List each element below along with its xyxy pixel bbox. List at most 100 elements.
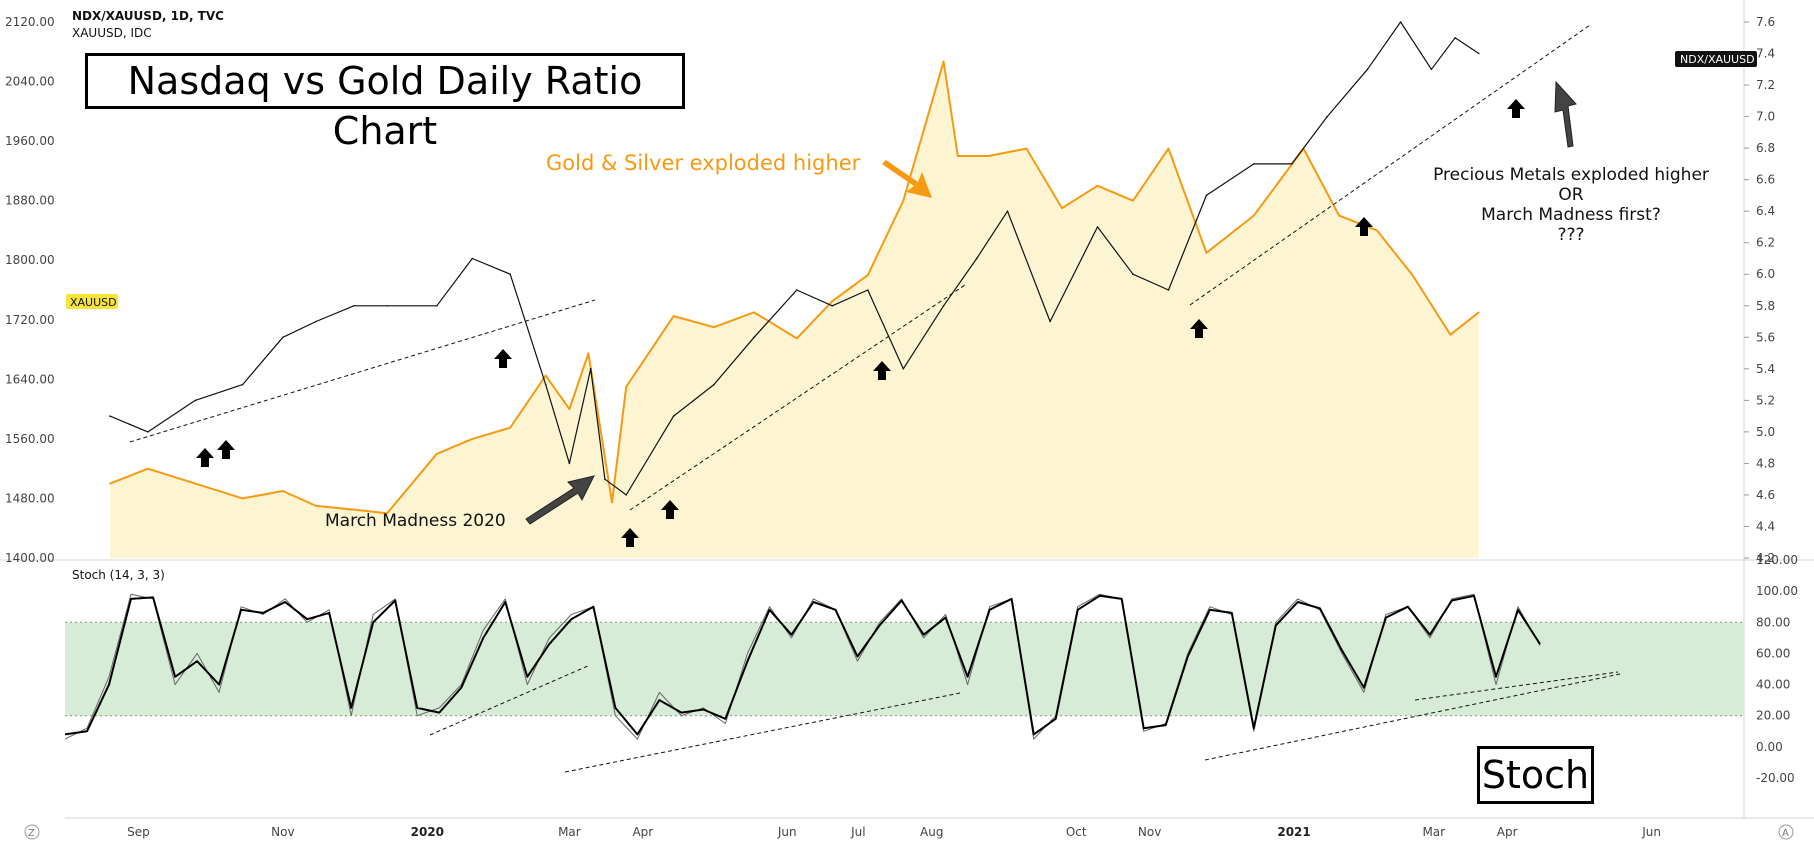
ndx-tag-bg — [1675, 51, 1757, 67]
y-right-tick-label: 5.2 — [1756, 393, 1775, 407]
data-point — [436, 305, 438, 307]
data-point — [625, 494, 627, 496]
data-point — [1290, 163, 1293, 165]
x-tick-label: Apr — [1497, 825, 1518, 839]
data-point — [1430, 68, 1433, 71]
up-arrow-icon — [621, 528, 639, 547]
signal-arrows — [196, 99, 1525, 547]
svg-text:A: A — [1782, 828, 1789, 839]
data-point — [568, 462, 571, 465]
data-point — [1449, 333, 1452, 336]
auto-scale-icon[interactable]: A — [1778, 824, 1794, 840]
data-point — [867, 274, 869, 276]
y-right-tick-label: 6.4 — [1756, 204, 1775, 218]
annotation-pm-line-1: Precious Metals exploded higher — [1433, 165, 1709, 185]
y-right-tick-label: 6.0 — [1756, 267, 1775, 281]
data-point — [604, 478, 606, 481]
data-point — [796, 289, 798, 291]
y-right-tick-label: 7.6 — [1756, 15, 1775, 29]
data-point — [282, 490, 284, 492]
data-point — [509, 273, 512, 276]
data-point — [1096, 226, 1099, 228]
y-right-tick-label: 4.4 — [1756, 519, 1775, 533]
y-right-tick-label: 5.0 — [1756, 425, 1775, 439]
x-tick-label: Sep — [127, 825, 150, 839]
data-point — [509, 426, 512, 429]
stoch-y-tick-label: -20.00 — [1756, 771, 1795, 785]
data-point — [1366, 68, 1369, 71]
data-point — [957, 155, 959, 157]
y-right-tick-label: 4.2 — [1756, 551, 1775, 565]
y-left-tick-label: 1640.00 — [5, 372, 55, 386]
trendline — [629, 284, 966, 511]
y-right-tick-label: 7.0 — [1756, 110, 1775, 124]
y-left-tick-label: 1400.00 — [5, 551, 55, 565]
annotation-pm-line-3: March Madness first? — [1481, 205, 1661, 225]
stoch-y-tick-label: 120.00 — [1756, 553, 1798, 567]
data-point — [611, 501, 613, 504]
xauusd-tag: XAUUSD — [70, 296, 117, 309]
data-point — [109, 482, 111, 485]
data-point — [867, 289, 869, 291]
data-point — [1399, 21, 1402, 23]
data-point — [1061, 207, 1063, 209]
up-arrow-icon — [196, 448, 214, 467]
data-point — [1338, 214, 1340, 217]
data-point — [471, 438, 474, 440]
data-point — [353, 508, 355, 511]
trendlines — [129, 24, 1621, 773]
annotation-pm-line-4: ??? — [1557, 225, 1584, 245]
data-point — [987, 155, 990, 157]
axes: 2120.00 2040.00 1960.00 1880.00 1800.00 1720.… — [5, 15, 1798, 839]
data-point — [282, 336, 284, 339]
y-right-tick-label: 5.4 — [1756, 362, 1775, 376]
y-right-tick-label: 7.2 — [1756, 78, 1775, 92]
data-point — [1253, 214, 1255, 217]
data-point — [942, 305, 945, 307]
data-point — [975, 257, 978, 260]
stoch-y-tick-label: 60.00 — [1756, 646, 1790, 660]
data-point — [672, 415, 675, 417]
data-point — [147, 431, 149, 433]
x-tick-label: Mar — [558, 825, 581, 839]
data-point — [436, 453, 438, 455]
x-tick-label: 2020 — [411, 825, 444, 839]
y-right-tick-label: 6.2 — [1756, 236, 1775, 250]
data-point — [753, 336, 755, 339]
y-left-tick-label: 2040.00 — [5, 75, 55, 89]
ndx-tag: NDX/XAUUSD — [1680, 53, 1755, 66]
data-point — [753, 311, 755, 314]
trendline — [429, 664, 591, 736]
data-point — [831, 300, 834, 303]
pointer-arrow-icon — [1554, 80, 1577, 148]
up-arrow-icon — [1355, 217, 1373, 236]
trendline — [1189, 24, 1591, 306]
data-point — [386, 512, 388, 515]
y-right-tick-label: 5.6 — [1756, 330, 1775, 344]
data-point — [831, 305, 834, 307]
timezone-z-icon[interactable]: Z — [24, 824, 40, 840]
y-left-tick-label: 1480.00 — [5, 491, 55, 505]
second-symbol-header: XAUUSD, IDC — [72, 26, 152, 40]
data-point — [544, 374, 547, 377]
y-left-tick-label: 1880.00 — [5, 194, 55, 208]
data-point — [1326, 115, 1328, 118]
data-point — [1132, 273, 1134, 276]
data-point — [471, 257, 474, 260]
data-point — [1411, 274, 1414, 276]
y-left-tick-label: 1720.00 — [5, 313, 55, 327]
symbol-header: NDX/XAUUSD, 1D, TVC — [72, 9, 224, 23]
stoch-label-box: Stoch — [1477, 746, 1594, 804]
pointer-arrow-icon — [525, 475, 595, 525]
stoch-y-tick-label: 0.00 — [1756, 740, 1783, 754]
stoch-series-layer — [64, 593, 1541, 740]
stoch-y-tick-label: 80.00 — [1756, 615, 1790, 629]
x-tick-label: Oct — [1066, 825, 1087, 839]
trendline — [1204, 673, 1621, 761]
series-layer — [109, 21, 1480, 515]
data-point — [315, 320, 317, 323]
data-point — [386, 305, 388, 307]
y-left-tick-label: 1560.00 — [5, 432, 55, 446]
